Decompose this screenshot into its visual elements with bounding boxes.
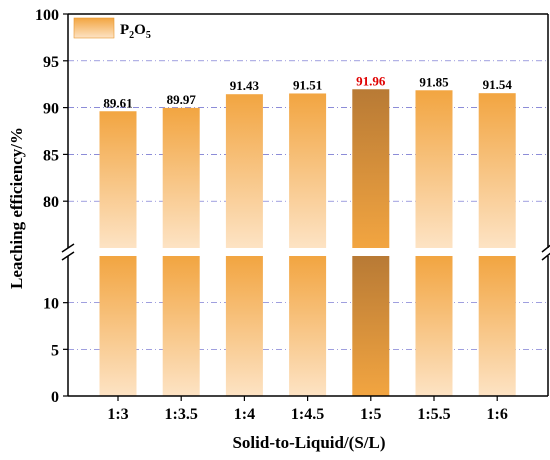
bar-upper: [289, 93, 327, 248]
legend-swatch: [73, 17, 115, 39]
bar-lower: [415, 256, 453, 396]
legend-label: P2O5: [120, 22, 151, 41]
x-tick-label: 1:5.5: [417, 406, 450, 423]
bar-upper: [352, 89, 390, 249]
x-tick-label: 1:3: [107, 406, 128, 423]
data-label: 91.96: [356, 73, 386, 88]
break-mark-left-bottom: [61, 251, 75, 261]
plot-frame: [61, 13, 550, 397]
data-label: 89.61: [103, 95, 132, 110]
y-tick-label: 5: [51, 342, 59, 359]
bars: [99, 89, 516, 396]
break-mark-left-top: [61, 243, 75, 253]
bar-upper: [99, 111, 137, 248]
x-tick-label: 1:4: [234, 406, 255, 423]
y-tick-label: 80: [43, 194, 59, 211]
x-tick-label: 1:6: [487, 406, 508, 423]
x-tick-label: 1:3.5: [165, 406, 198, 423]
bar-lower: [478, 256, 516, 396]
data-label: 89.97: [167, 92, 197, 107]
bar-lower: [289, 256, 327, 396]
y-tick-label: 100: [35, 7, 59, 24]
y-tick-label: 90: [43, 101, 59, 118]
data-label: 91.51: [293, 77, 322, 92]
x-axis-label: Solid-to-Liquid/(S/L): [232, 433, 385, 452]
bar-upper: [225, 94, 263, 248]
value-labels: 89.61 89.97 91.43 91.51 91.96 91.85 91.54: [103, 73, 512, 110]
bar-lower: [352, 256, 390, 396]
x-tick-label: 1:4.5: [291, 406, 324, 423]
bar-lower: [162, 256, 200, 396]
bar-lower: [225, 256, 263, 396]
y-axis-label: Leaching efficiency/%: [7, 127, 26, 289]
y-tick-label: 85: [43, 147, 59, 164]
y-tick-label: 10: [43, 296, 59, 313]
y-tick-label: 95: [43, 54, 59, 71]
legend: P2O5: [73, 17, 151, 41]
data-label: 91.54: [483, 77, 513, 92]
bar-upper: [478, 93, 516, 248]
bar-lower: [99, 256, 137, 396]
bar-upper: [162, 107, 200, 248]
x-tick-label: 1:5: [360, 406, 381, 423]
break-mark-right-top: [541, 244, 550, 253]
bar-upper: [415, 90, 453, 248]
y-tick-label: 0: [51, 389, 59, 406]
data-label: 91.85: [419, 74, 449, 89]
axis-ticks: 80 85 90 95 100 0 5 10 1:3 1:3.5 1:4 1:4.5 1:5 1:5.5 1…: [35, 7, 508, 423]
break-mark-right-bottom: [541, 252, 550, 261]
data-label: 91.43: [230, 78, 260, 93]
